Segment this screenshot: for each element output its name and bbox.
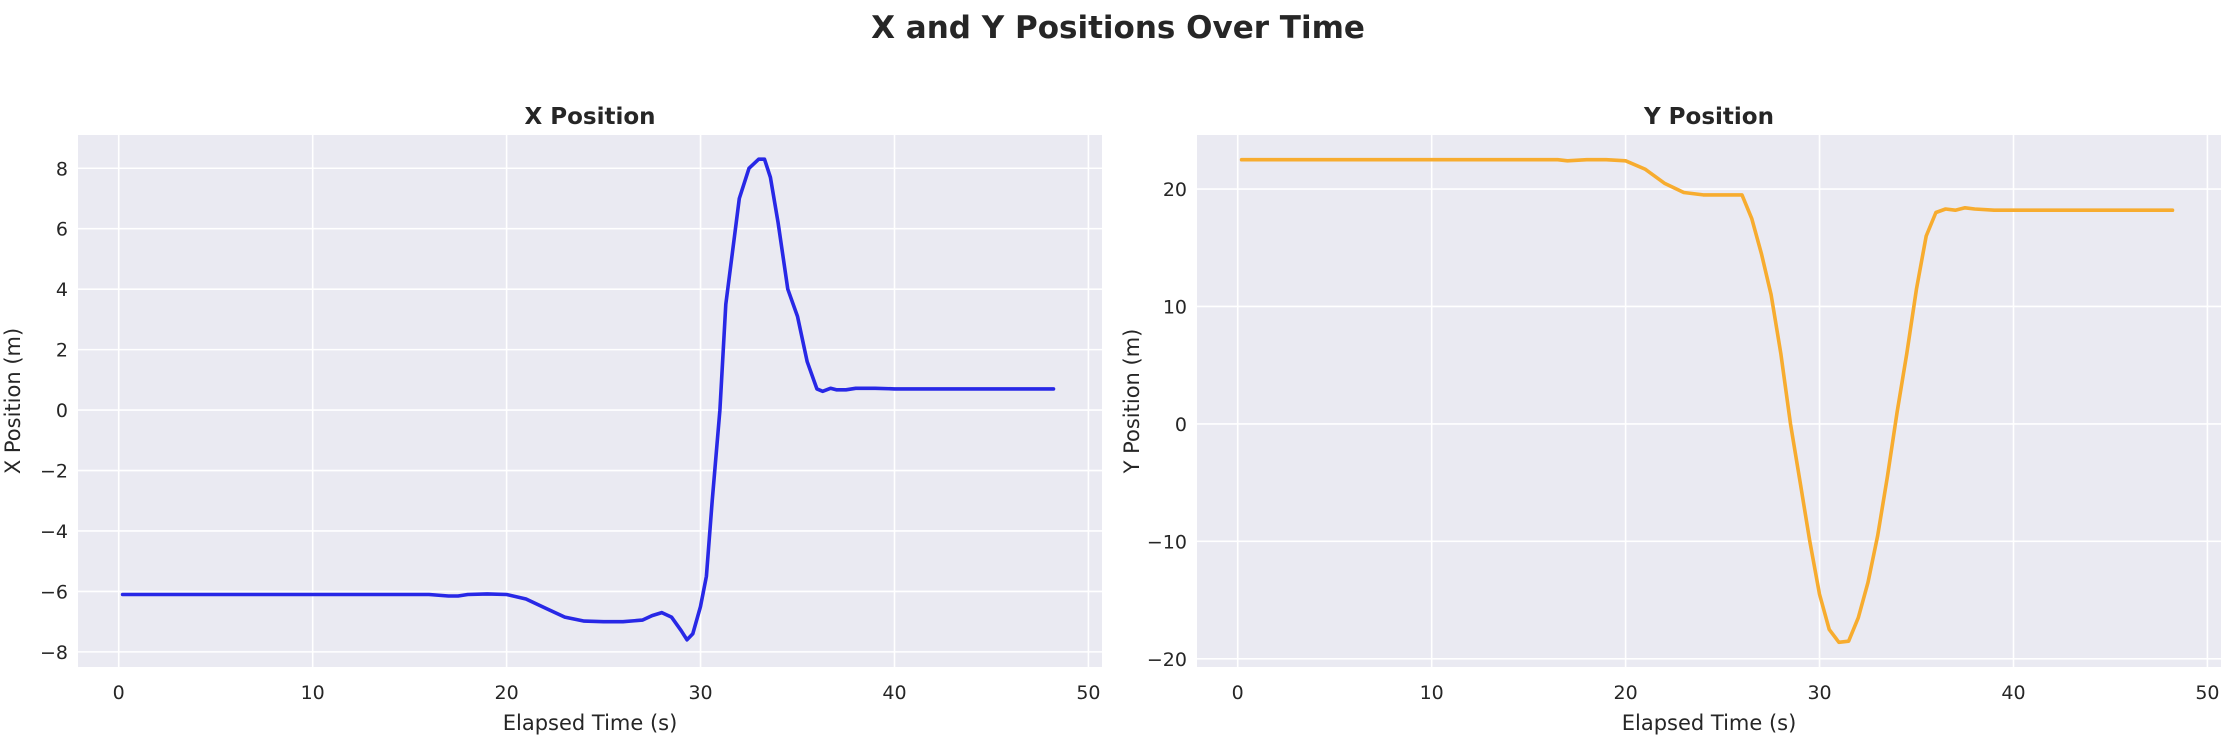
x-tick-label: 10: [1420, 682, 1444, 704]
x-tick-label: 50: [2195, 682, 2219, 704]
x-tick-label: 40: [2001, 682, 2025, 704]
y-tick-label: 4: [56, 279, 68, 301]
y-tick-label: −20: [1147, 649, 1187, 671]
series-line: [120, 157, 1056, 642]
y-position-panel: 0 10 20 30 40 50 −20 −10 0 10 20 Y Position Elapsed …: [1120, 104, 2221, 735]
x-tick-label: 40: [882, 682, 906, 704]
y-axis-label: X Position (m): [1, 328, 25, 474]
y-tick-label: 6: [56, 219, 68, 241]
y-tick-label: 0: [1175, 414, 1187, 436]
x-position-panel: 0 10 20 30 40 50 −8 −6 −4 −2 0 2 4 6 8 X Position Elapse…: [1, 104, 1102, 735]
x-tick-label: 50: [1076, 682, 1100, 704]
x-tick-label: 30: [1807, 682, 1831, 704]
x-axis-label: Elapsed Time (s): [503, 711, 678, 735]
y-axis-label: Y Position (m): [1120, 329, 1144, 475]
y-tick-label: 0: [56, 400, 68, 422]
x-tick-label: 30: [688, 682, 712, 704]
y-tick-label: 10: [1163, 296, 1187, 318]
plot-area: [1197, 135, 2221, 667]
x-tick-label: 0: [113, 682, 125, 704]
y-tick-label: 8: [56, 158, 68, 180]
x-tick-label: 20: [495, 682, 519, 704]
panel-title: Y Position: [1643, 104, 1774, 130]
x-tick-label: 20: [1614, 682, 1638, 704]
y-tick-label: −6: [40, 581, 68, 603]
y-tick-label: 20: [1163, 179, 1187, 201]
y-tick-label: −10: [1147, 531, 1187, 553]
series-line: [1239, 157, 2175, 645]
panel-title: X Position: [524, 104, 655, 130]
figure-title: X and Y Positions Over Time: [871, 10, 1365, 46]
y-tick-label: −4: [40, 521, 68, 543]
x-axis-label: Elapsed Time (s): [1622, 711, 1797, 735]
y-tick-label: 2: [56, 340, 68, 362]
y-tick-label: −8: [40, 642, 68, 664]
y-tick-label: −2: [40, 461, 68, 483]
plot-area: [78, 135, 1102, 667]
x-tick-label: 10: [301, 682, 325, 704]
x-tick-label: 0: [1232, 682, 1244, 704]
